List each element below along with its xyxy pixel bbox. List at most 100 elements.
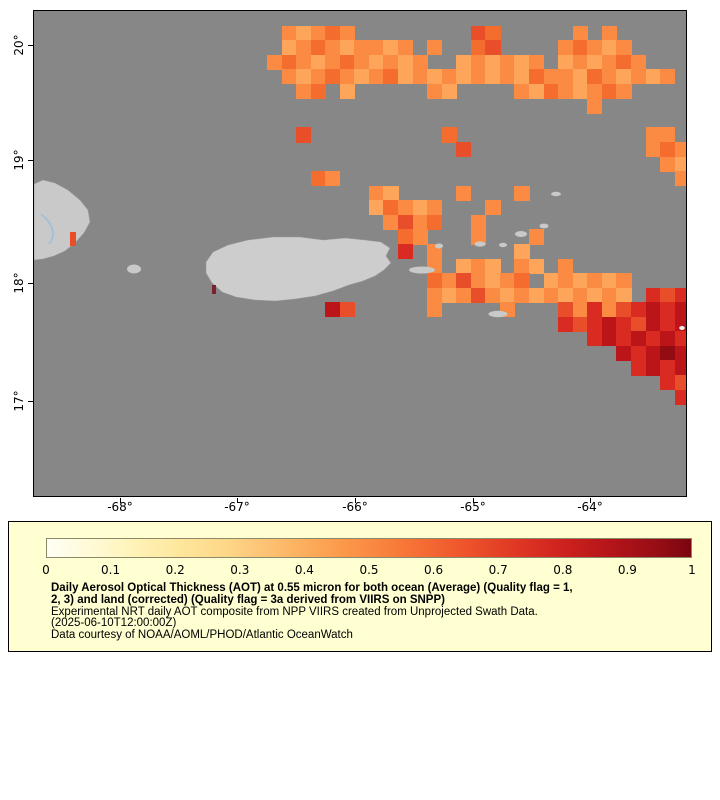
aot-grid-cell [383,200,399,216]
aot-grid-cell [427,214,443,230]
aot-grid-cell [616,316,632,332]
colorbar-tick-label: 0 [42,563,50,577]
puerto-rico-south-coast-pixel [212,285,216,294]
aot-grid-cell [296,127,312,143]
aot-grid-cell [660,69,676,85]
aot-grid-cell [441,287,457,303]
longitude-tick-label: -68° [107,500,133,514]
legend-subtitle: Experimental NRT daily AOT composite fro… [51,605,538,618]
legend-title-line1: Daily Aerosol Optical Thickness (AOT) at… [51,582,573,594]
aot-grid-cell [558,258,574,274]
colorbar-tick-label: 1 [688,563,696,577]
aot-grid-cell [529,83,545,99]
aot-grid-cell [441,273,457,289]
legend-text-block: Daily Aerosol Optical Thickness (AOT) at… [51,582,701,642]
aot-grid-cell [310,83,326,99]
aot-grid-cell [339,302,355,318]
aot-grid-cell [587,98,603,114]
aot-grid-cell [470,40,486,56]
aot-grid-cell [427,40,443,56]
latitude-tick-label: 17° [12,390,26,412]
aot-grid-cell [427,273,443,289]
culebra-island [435,243,443,249]
aot-grid-cell [427,200,443,216]
aot-grid-cell [601,25,617,41]
aot-grid-cell [616,40,632,56]
aot-grid-cell [630,345,647,362]
aot-grid-cell [485,25,501,41]
longitude-tick-mark [590,498,591,503]
aot-grid-cell [645,331,661,347]
aot-grid-cell [630,54,647,70]
aot-grid-cell [630,69,647,85]
aot-grid-cell [616,83,632,99]
aot-grid-cell [383,69,399,85]
aot-grid-cell [456,142,472,158]
longitude-tick-mark [237,498,238,503]
aot-grid-cell [587,302,603,318]
aot-grid-cell [529,258,545,274]
aot-grid-cell [660,345,676,362]
aot-grid-cell [601,83,617,99]
aot-grid-cell [485,200,501,216]
aot-grid-cell [310,171,326,187]
aot-grid-cell [514,258,530,274]
aot-grid-cell [645,127,661,143]
aot-grid-cell [383,40,399,56]
aot-grid-cell [398,214,414,230]
aot-grid-cell [412,214,428,230]
aot-grid-cell [383,54,399,70]
colorbar-tick-label: 0.8 [553,563,573,577]
aot-data-cells-layer [34,11,686,496]
aot-grid-cell [266,54,283,70]
aot-grid-cell [660,375,676,391]
aot-grid-cell [427,69,443,85]
aot-grid-cell [499,273,516,289]
aot-grid-cell [558,69,574,85]
coastline-land-layer [34,179,685,330]
aot-grid-cell [630,331,647,347]
aot-grid-cell [514,273,530,289]
colorbar-tick-label: 0.6 [424,563,444,577]
aot-grid-cell [674,142,686,158]
aot-grid-cell [572,40,588,56]
aot-grid-cell [281,25,297,41]
aot-grid-cell [354,69,370,85]
aot-grid-cell [587,40,603,56]
aot-grid-cell [470,214,486,230]
aot-grid-cell [470,287,486,303]
aot-grid-cell [616,287,632,303]
longitude-tick-mark [120,498,121,503]
aot-grid-cell [499,54,516,70]
aot-grid-cell [558,287,574,303]
aot-grid-cell [601,316,617,332]
aot-grid-cell [630,302,647,318]
aot-grid-cell [339,54,355,70]
aot-grid-cell [674,302,686,318]
aot-grid-cell [601,273,617,289]
hispaniola-landmass [34,179,91,261]
aot-grid-cell [601,331,617,347]
aot-grid-cell [630,360,647,376]
aot-grid-cell [499,287,516,303]
aot-grid-cell [296,69,312,85]
aot-grid-cell [601,302,617,318]
aot-grid-cell [587,316,603,332]
aot-grid-cell [630,316,647,332]
aot-grid-cell [485,40,501,56]
aot-grid-cell [325,54,341,70]
virgin-gorda-island [539,223,549,229]
aot-grid-cell [587,69,603,85]
latitude-tick-label: 18° [12,272,26,294]
aot-grid-cell [572,69,588,85]
aot-grid-cell [558,83,574,99]
aot-grid-cell [674,389,686,405]
aot-grid-cell [587,83,603,99]
colorbar-tick-label: 0.1 [101,563,121,577]
aot-grid-cell [398,40,414,56]
aot-grid-cell [587,331,603,347]
aot-grid-cell [310,54,326,70]
aot-grid-cell [456,273,472,289]
aot-grid-cell [470,229,486,245]
